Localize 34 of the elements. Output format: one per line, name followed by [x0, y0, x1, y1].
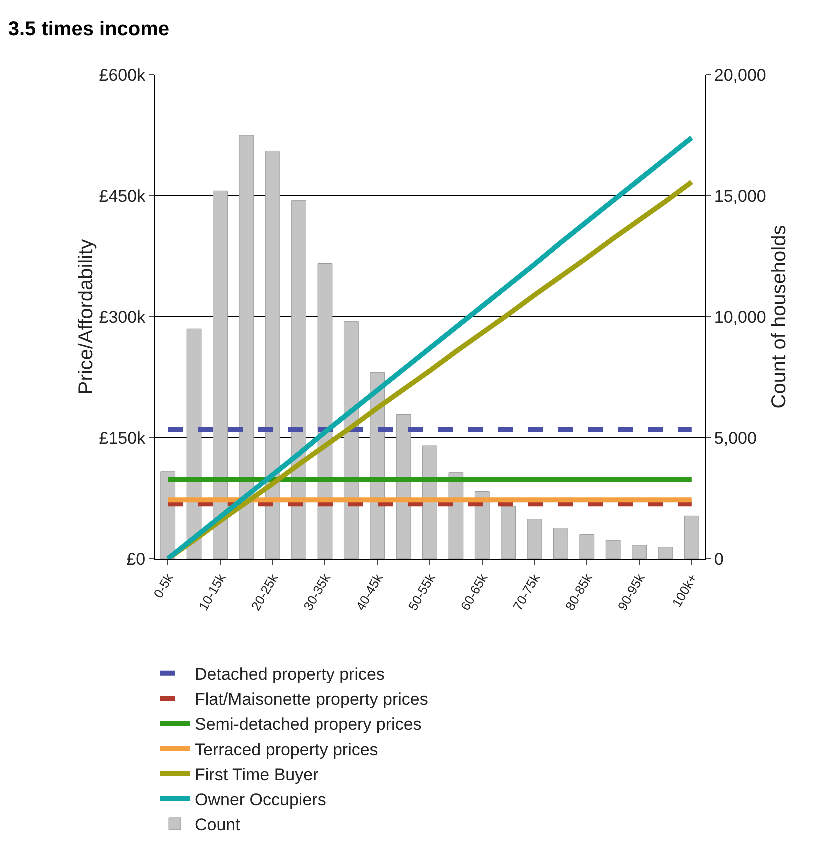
y-tick-label: £0 — [126, 550, 146, 569]
y2-tick-label: 10,000 — [714, 308, 766, 327]
bar — [554, 528, 568, 559]
y2-axis-title: Count of households — [768, 225, 790, 409]
legend-label: Flat/Maisonette property prices — [195, 690, 428, 710]
legend-label: Terraced property prices — [195, 740, 378, 760]
bar — [213, 190, 228, 559]
y2-tick-label: 0 — [714, 550, 724, 569]
bar — [527, 519, 542, 559]
bar — [265, 150, 280, 559]
y2-tick-label: 15,000 — [714, 186, 766, 206]
legend-label: Detached property prices — [195, 664, 385, 684]
y2-tick-label: 20,000 — [714, 66, 766, 85]
bar — [606, 540, 621, 559]
bar — [632, 545, 647, 559]
legend-label: First Time Buyer — [195, 765, 320, 784]
y-tick-label: £150k — [99, 428, 146, 448]
y-tick-label: £450k — [99, 186, 146, 206]
bar — [501, 506, 516, 559]
legend-label: Semi-detached propery prices — [195, 715, 422, 734]
bar — [186, 328, 202, 559]
bar — [684, 516, 700, 559]
legend-label: Owner Occupiers — [195, 790, 326, 810]
y2-tick-label: 5,000 — [714, 428, 757, 448]
bar — [292, 200, 306, 559]
y-tick-label: £600k — [99, 66, 146, 85]
legend-label: Count — [195, 816, 241, 835]
y-tick-label: £300k — [99, 308, 146, 327]
bar — [580, 534, 595, 559]
y-axis-title: Price/Affordability — [75, 239, 98, 395]
bar — [396, 414, 412, 559]
bar — [239, 135, 254, 559]
bar — [658, 547, 674, 559]
chart-title: 3.5 times income — [8, 18, 170, 40]
